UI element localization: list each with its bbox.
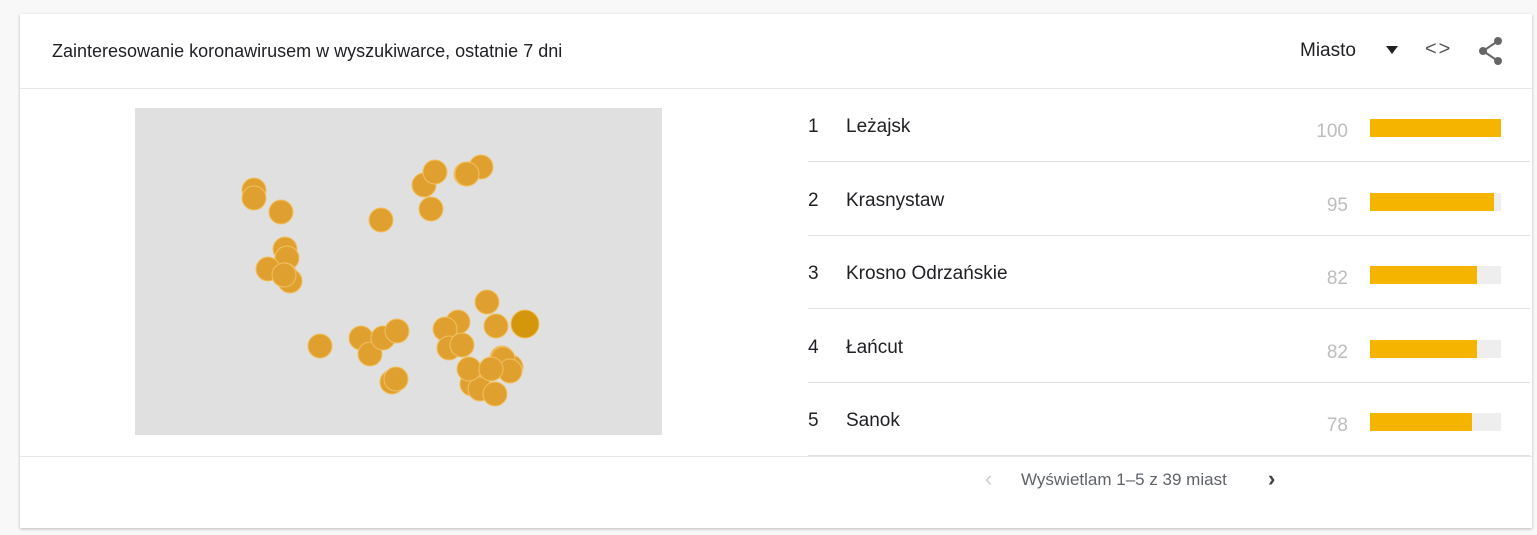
city-name: Krasnystaw <box>846 189 945 211</box>
city-marker[interactable] <box>383 366 409 392</box>
city-marker[interactable] <box>478 356 504 382</box>
list-item[interactable]: 3 Krosno Odrzańskie 82 <box>808 235 1530 309</box>
code-icon[interactable]: <> <box>1425 38 1453 60</box>
interest-bar <box>1370 339 1501 358</box>
interest-by-city-card: Zainteresowanie koronawirusem w wyszukiw… <box>20 14 1532 528</box>
rank: 5 <box>808 410 819 431</box>
list-item[interactable]: 1 Leżajsk 100 <box>808 88 1530 162</box>
share-icon[interactable] <box>1478 36 1504 66</box>
card-header: Zainteresowanie koronawirusem w wyszukiw… <box>20 14 1532 89</box>
interest-bar-fill <box>1370 119 1501 137</box>
interest-bar-fill <box>1370 192 1495 211</box>
list-item[interactable]: 2 Krasnystaw 95 <box>808 162 1530 236</box>
city-marker[interactable] <box>422 159 448 185</box>
interest-value: 82 <box>1326 341 1348 363</box>
rank: 4 <box>808 336 819 358</box>
city-marker[interactable] <box>384 318 410 344</box>
city-marker[interactable] <box>474 289 500 315</box>
city-marker[interactable] <box>454 161 480 187</box>
interest-value: 95 <box>1326 194 1348 216</box>
rank: 3 <box>808 263 819 284</box>
interest-bar-fill <box>1370 339 1478 358</box>
interest-bar-fill <box>1370 266 1478 284</box>
city-marker[interactable] <box>449 332 475 358</box>
card-footer <box>20 456 1532 457</box>
region-map[interactable] <box>135 108 662 435</box>
city-marker[interactable] <box>510 309 540 339</box>
city-marker[interactable] <box>241 185 267 211</box>
city-marker[interactable] <box>268 199 294 225</box>
city-name: Krosno Odrzańskie <box>846 263 1008 284</box>
previous-page-button[interactable]: ‹ <box>985 466 993 491</box>
city-name: Sanok <box>846 410 900 431</box>
dropdown-arrow-icon[interactable] <box>1386 46 1398 54</box>
city-marker[interactable] <box>307 333 333 359</box>
interest-bar <box>1370 413 1501 431</box>
interest-value: 78 <box>1326 415 1348 436</box>
list-item[interactable]: 5 Sanok 78 <box>808 382 1530 456</box>
rank: 2 <box>808 189 819 211</box>
interest-value: 82 <box>1326 268 1348 289</box>
city-name: Łańcut <box>846 336 904 358</box>
interest-bar <box>1370 119 1501 137</box>
card-title: Zainteresowanie koronawirusem w wyszukiw… <box>52 41 563 61</box>
interest-bar <box>1370 192 1501 211</box>
city-marker[interactable] <box>368 207 394 233</box>
list-item[interactable]: 4 Łańcut 82 <box>808 309 1530 383</box>
interest-bar <box>1370 266 1501 284</box>
city-marker[interactable] <box>271 262 297 288</box>
city-marker[interactable] <box>482 381 508 407</box>
city-marker[interactable] <box>483 313 509 339</box>
city-marker[interactable] <box>456 356 482 382</box>
rank: 1 <box>808 116 819 137</box>
next-page-button[interactable]: › <box>1268 466 1276 491</box>
pagination-text: Wyświetlam 1–5 z 39 miast <box>1021 470 1227 489</box>
city-name: Leżajsk <box>846 116 911 137</box>
interest-value: 100 <box>1316 121 1348 142</box>
interest-bar-fill <box>1370 413 1473 431</box>
resolution-select[interactable]: Miasto <box>1300 40 1356 61</box>
city-marker[interactable] <box>418 196 444 222</box>
